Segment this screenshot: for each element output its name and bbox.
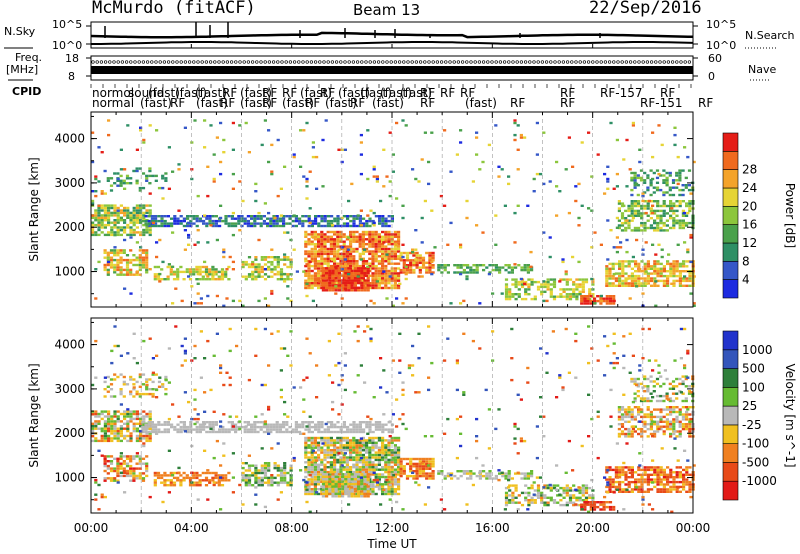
cpid-row2-label: (fast)	[240, 96, 272, 110]
station-title: McMurdo (fitACF)	[92, 0, 256, 18]
y-axis-label: Slant Range [km]	[27, 157, 41, 261]
cpid-row2-label: (fast)	[465, 96, 497, 110]
power-colorbar-title: Power [dB]	[783, 183, 797, 248]
nsearch-line	[91, 41, 694, 45]
y-tick-label: 3000	[54, 382, 85, 396]
cpid-row2-label: (fast)	[282, 96, 314, 110]
y-tick-label: 4000	[54, 338, 85, 352]
cpid-row1-label: RF	[282, 86, 297, 100]
power-colorbar-tick: 28	[742, 163, 757, 177]
cpid-row1-label: RF	[440, 86, 455, 100]
cpid-row1-label: (fast)	[338, 86, 370, 100]
power-colorbar-tick: 20	[742, 199, 757, 213]
cpid-row1-label: (fast)	[175, 86, 207, 100]
cpid-row1-label: (fast)	[300, 86, 332, 100]
power-colorbar-tick: 12	[742, 236, 757, 250]
date-title: 22/Sep/2016	[589, 0, 702, 18]
velocity-colorbar-tick: -500	[742, 455, 769, 469]
cpid-row1-label: RF-157	[600, 86, 642, 100]
cpid-row1-label: RF	[660, 86, 675, 100]
cpid-row2-label: RF	[420, 96, 435, 110]
nsearch-label: N.Search	[745, 29, 795, 42]
y-tick-label: 3000	[54, 176, 85, 190]
velocity-colorbar-tick: 100	[742, 380, 765, 394]
x-tick-label: 12:00	[375, 521, 410, 535]
velocity-colorbar-tick: 25	[742, 399, 757, 413]
nave-bottom-label: 0	[708, 70, 715, 83]
freq-label: Freq.	[15, 51, 43, 64]
y-tick-label: 2000	[54, 220, 85, 234]
cpid-row2-label: RF	[560, 96, 575, 110]
y-tick-label: 4000	[54, 132, 85, 146]
beam-title: Beam 13	[353, 1, 421, 19]
cpid-row1-label: (fast)	[195, 86, 227, 100]
cpid-row2-label: RF	[510, 96, 525, 110]
nave-label: Nave	[748, 63, 777, 76]
velocity-colorbar-tick: -25	[742, 418, 762, 432]
cpid-row2-label: RF	[698, 96, 713, 110]
power-colorbar-tick: 8	[742, 254, 750, 268]
power-colorbar-tick: 16	[742, 218, 757, 232]
cpid-row1-label: (fast)	[240, 86, 272, 100]
power-colorbar-tick: 24	[742, 181, 757, 195]
cpid-row2-label: RF	[220, 96, 235, 110]
y-tick-label: 1000	[54, 265, 85, 279]
cpid-label: CPID	[12, 85, 42, 98]
power-colorbar-tick: 4	[742, 273, 750, 287]
cpid-row1-label: RF	[262, 86, 277, 100]
freq-top-label: 18	[65, 52, 79, 65]
cpid-row1-label: (fast)	[360, 86, 392, 100]
velocity-colorbar-title: Velocity [m s^-1]	[783, 363, 797, 467]
cpid-row1-label: (fast)	[400, 86, 432, 100]
nsearch-top-label: 10^5	[706, 18, 737, 31]
x-tick-label: 00:00	[74, 521, 109, 535]
cpid-row2-label: RF	[350, 96, 365, 110]
nsky-top-label: 10^5	[52, 18, 83, 31]
cpid-row2-label: RF	[262, 96, 277, 110]
velocity-colorbar-tick: -100	[742, 437, 769, 451]
x-tick-label: 00:00	[676, 521, 711, 535]
velocity-colorbar-tick: 1000	[742, 343, 773, 357]
freq-unit-label: [MHz]	[6, 63, 39, 76]
velocity-colorbar-tick: -1000	[742, 474, 777, 488]
x-axis-label: Time UT	[366, 537, 417, 551]
y-tick-label: 1000	[54, 471, 85, 485]
cpid-row2-label: (fast)	[325, 96, 357, 110]
cpid-row2-label: (fast)	[140, 96, 172, 110]
x-tick-label: 20:00	[575, 521, 610, 535]
cpid-row1-label: RF	[460, 86, 475, 100]
power-heatmap	[91, 119, 696, 307]
cpid-row1-label: RF	[320, 86, 335, 100]
velocity-colorbar	[722, 330, 739, 501]
nsky-label: N.Sky	[4, 25, 36, 38]
nsky-bottom-label: 10^0	[52, 39, 83, 52]
y-axis-label: Slant Range [km]	[27, 363, 41, 467]
cpid-row2-label: (fast)	[196, 96, 228, 110]
cpid-row2-label: RF	[170, 96, 185, 110]
cpid-row2-label: RF	[305, 96, 320, 110]
nsky-line	[90, 31, 694, 39]
x-tick-label: 08:00	[274, 521, 309, 535]
cpid-row1-label: RF	[560, 86, 575, 100]
nave-top-label: 60	[708, 52, 722, 65]
cpid-row1-label: (fast)	[148, 86, 180, 100]
cpid-row1-label: RF	[222, 86, 237, 100]
cpid-row1-label: normol	[92, 86, 134, 100]
freq-bottom-label: 8	[68, 70, 75, 83]
velocity-heatmap	[91, 325, 696, 513]
cpid-row1-label: sound	[128, 86, 164, 100]
cpid-row1-label: RF	[420, 86, 435, 100]
cpid-row2-label: (fast)	[372, 96, 404, 110]
power-colorbar	[722, 132, 739, 299]
cpid-row2-label: RF-151	[640, 96, 682, 110]
nsearch-bottom-label: 10^0	[706, 39, 737, 52]
cpid-row2-label: normal	[92, 96, 134, 110]
x-tick-label: 04:00	[174, 521, 209, 535]
velocity-colorbar-tick: 500	[742, 362, 765, 376]
y-tick-label: 2000	[54, 426, 85, 440]
x-tick-label: 16:00	[475, 521, 510, 535]
cpid-row1-label: (fast)	[380, 86, 412, 100]
